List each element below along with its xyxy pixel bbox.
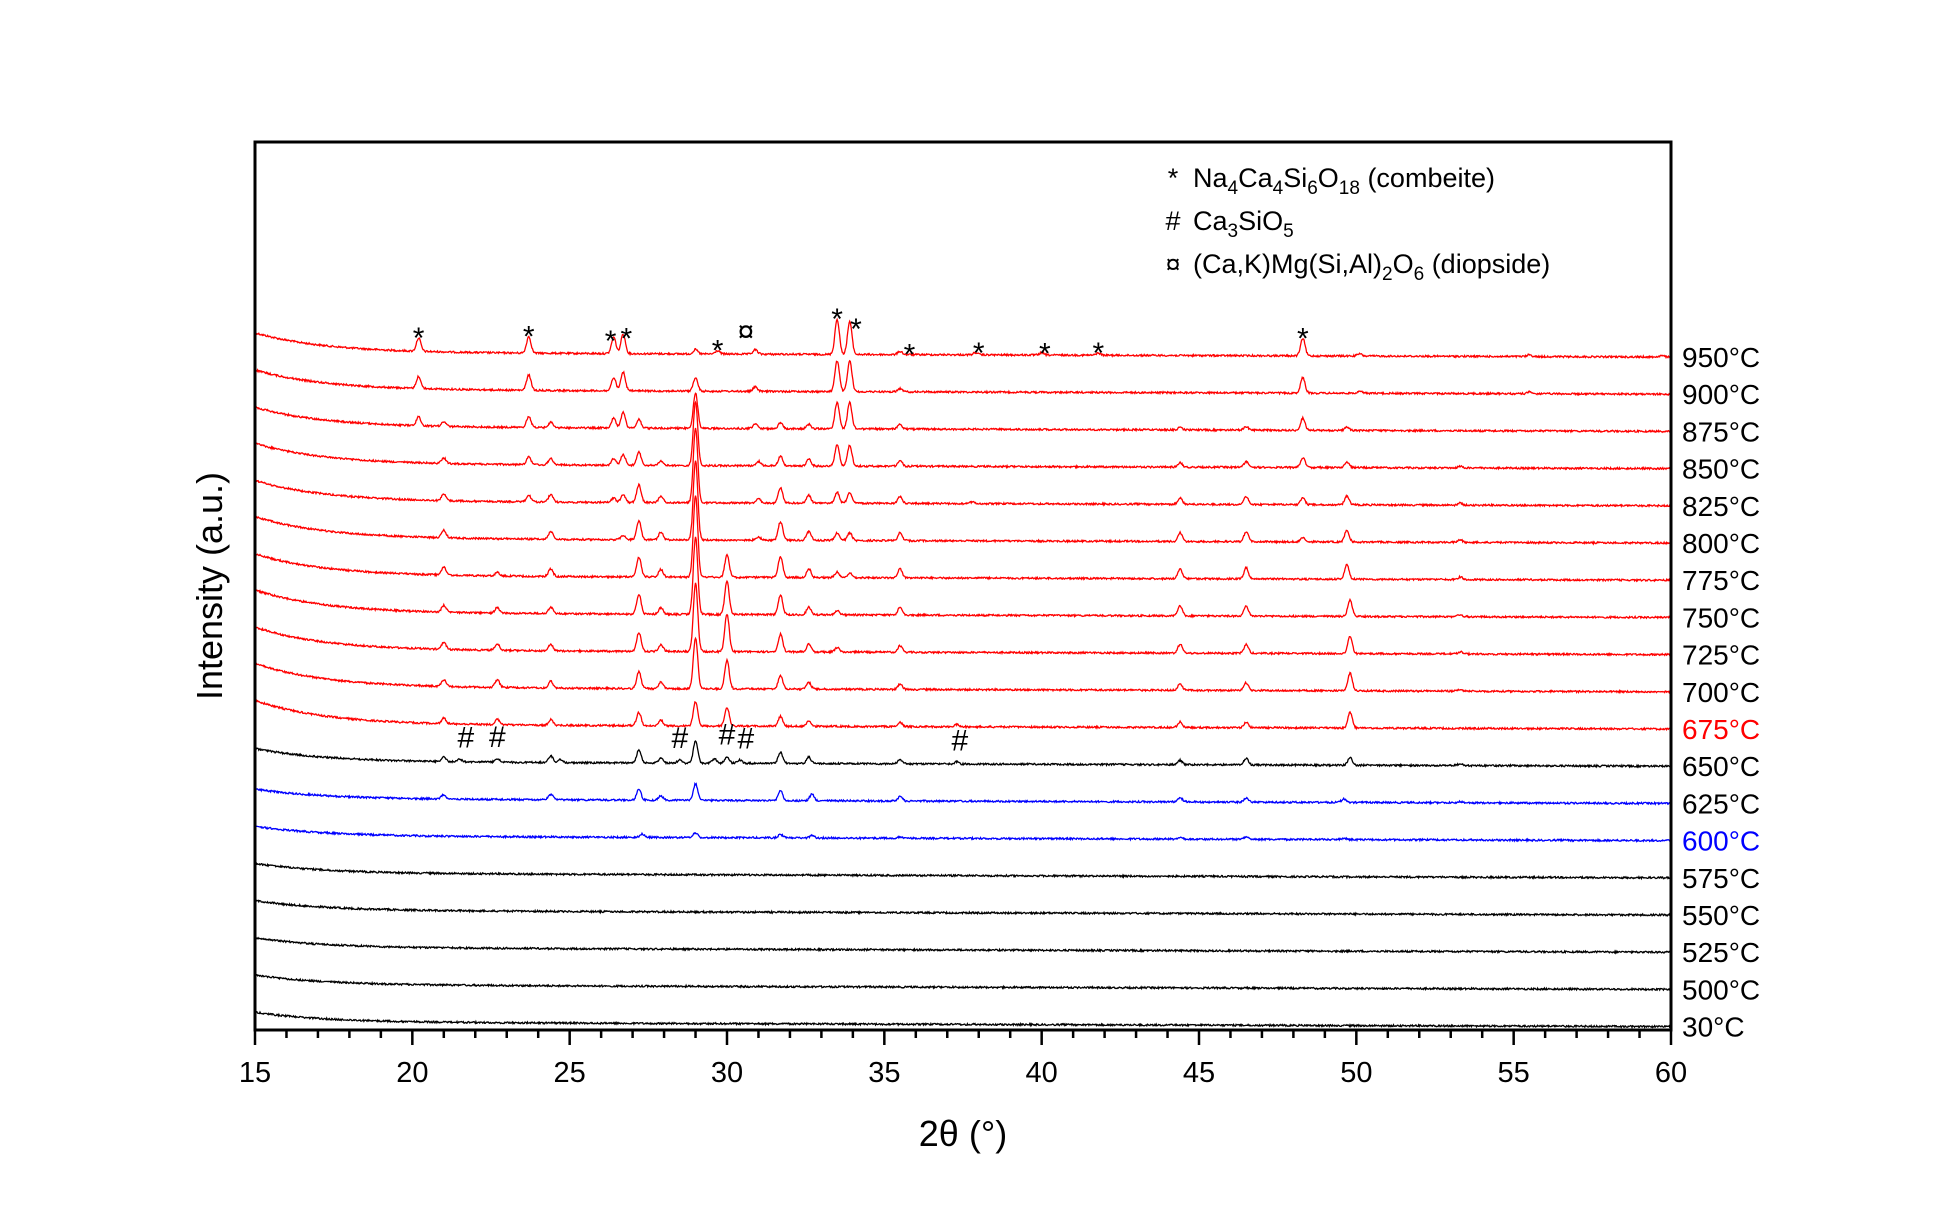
trace-675c xyxy=(254,698,1672,732)
trace-625c xyxy=(254,781,1672,806)
legend-symbol: ¤ xyxy=(1165,249,1180,279)
temp-label: 725°C xyxy=(1682,640,1760,671)
trace-950c xyxy=(254,317,1672,360)
ca3sio5-marker: # xyxy=(457,722,474,755)
x-axis-ticks: 15 20 25 30 35 40 45 50 55 60 xyxy=(239,1030,1687,1089)
temp-label: 650°C xyxy=(1682,751,1760,782)
temp-label: 500°C xyxy=(1682,974,1760,1005)
trace-850c xyxy=(254,400,1672,471)
combeite-marker: * xyxy=(620,322,632,355)
temp-label: 625°C xyxy=(1682,788,1760,819)
trace-600c xyxy=(254,825,1672,844)
temp-label: 550°C xyxy=(1682,900,1760,931)
trace-750c xyxy=(254,536,1672,620)
x-tick-label: 35 xyxy=(868,1057,900,1089)
legend-label: Ca3SiO5 xyxy=(1193,206,1294,242)
legend: * Na4Ca4Si6O18 (combeite) # Ca3SiO5 ¤ (Ca,K)M… xyxy=(1165,163,1550,285)
combeite-marker: * xyxy=(1092,337,1104,370)
legend-label: Na4Ca4Si6O18 (combeite) xyxy=(1193,163,1495,199)
diopside-marker: ¤ xyxy=(738,316,755,349)
temp-label: 525°C xyxy=(1682,937,1760,968)
trace-500c xyxy=(254,974,1672,992)
x-axis-title: 2θ (°) xyxy=(919,1113,1007,1154)
legend-symbol: * xyxy=(1168,163,1179,193)
temp-label: 850°C xyxy=(1682,454,1760,485)
plot-frame xyxy=(253,140,1673,1032)
legend-symbol: # xyxy=(1165,206,1180,236)
trace-800c xyxy=(254,460,1672,546)
combeite-marker: * xyxy=(605,325,617,358)
trace-900c xyxy=(254,359,1672,397)
ca3sio5-marker: # xyxy=(671,722,688,755)
ca3sio5-marker: # xyxy=(719,719,736,752)
temp-label: 750°C xyxy=(1682,602,1760,633)
combeite-marker: * xyxy=(1297,322,1309,355)
temp-label: 700°C xyxy=(1682,677,1760,708)
peak-marker-group: * * * * *¤ * ** * * * *# # # # # # xyxy=(413,303,1309,757)
combeite-marker: * xyxy=(413,322,425,355)
temp-label: 600°C xyxy=(1682,826,1760,857)
x-tick-label: 55 xyxy=(1498,1057,1530,1089)
x-tick-label: 40 xyxy=(1026,1057,1058,1089)
combeite-marker: * xyxy=(523,321,535,354)
trace-525c xyxy=(254,936,1672,955)
combeite-marker: * xyxy=(712,335,724,368)
trace-650c xyxy=(254,740,1672,769)
ca3sio5-marker: # xyxy=(952,724,969,757)
combeite-marker: * xyxy=(973,337,985,370)
temp-label: 775°C xyxy=(1682,565,1760,596)
temp-label: 30°C xyxy=(1682,1012,1745,1043)
temperature-labels: 950°C 900°C 875°C 850°C 825°C 800°C 775°C 750°C… xyxy=(1682,342,1760,1043)
trace-725c xyxy=(254,582,1672,658)
x-tick-label: 30 xyxy=(711,1057,743,1089)
x-tick-label: 60 xyxy=(1655,1057,1687,1089)
x-tick-label: 20 xyxy=(396,1057,428,1089)
x-tick-label: 25 xyxy=(554,1057,586,1089)
trace-30c xyxy=(254,1010,1672,1030)
trace-875c xyxy=(254,392,1672,434)
x-tick-label: 15 xyxy=(239,1057,271,1089)
x-tick-label: 50 xyxy=(1340,1057,1372,1089)
combeite-marker: * xyxy=(831,303,843,336)
x-tick-label: 45 xyxy=(1183,1057,1215,1089)
combeite-marker: * xyxy=(904,338,916,371)
y-axis-title: Intensity (a.u.) xyxy=(189,472,230,700)
trace-550c xyxy=(254,899,1672,918)
temp-label: 950°C xyxy=(1682,342,1760,373)
temp-label: 875°C xyxy=(1682,416,1760,447)
ca3sio5-marker: # xyxy=(489,721,506,754)
trace-group xyxy=(254,317,1672,1030)
ca3sio5-marker: # xyxy=(738,723,755,756)
combeite-marker: * xyxy=(1039,337,1051,370)
trace-825c xyxy=(254,427,1672,508)
trace-775c xyxy=(254,495,1672,583)
temp-label: 825°C xyxy=(1682,491,1760,522)
temp-label: 800°C xyxy=(1682,528,1760,559)
combeite-marker: * xyxy=(850,313,862,346)
trace-700c xyxy=(254,636,1672,695)
temp-label: 575°C xyxy=(1682,863,1760,894)
temp-label: 675°C xyxy=(1682,714,1760,745)
temp-label: 900°C xyxy=(1682,379,1760,410)
legend-label: (Ca,K)Mg(Si,Al)2O6 (diopside) xyxy=(1193,249,1550,285)
trace-575c xyxy=(254,861,1672,881)
